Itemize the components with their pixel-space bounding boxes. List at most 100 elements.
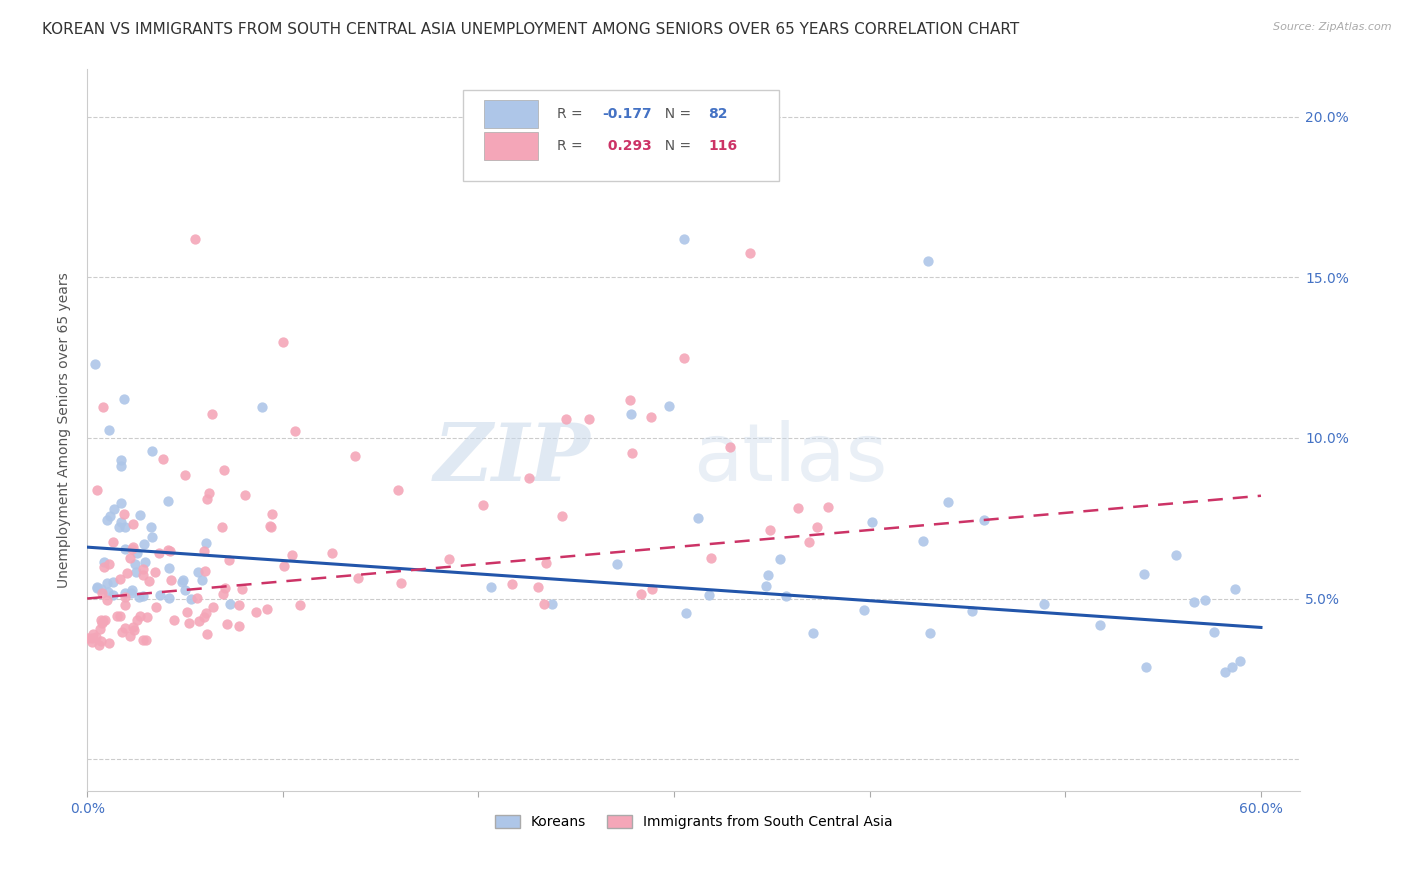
Point [218,553,240,567]
Point [195,492,218,507]
Point [228,598,250,612]
Point [738,245,761,260]
Text: N =: N = [657,139,696,153]
Point [718,440,741,454]
Point [152,452,174,467]
Point [641,582,664,597]
Point [132,567,155,582]
Point [125,565,148,579]
Point [184,232,207,246]
Point [245,605,267,619]
Point [120,585,142,599]
Point [551,508,574,523]
Text: R =: R = [557,139,586,153]
Point [114,621,136,635]
Point [578,412,600,426]
Text: 116: 116 [709,139,737,153]
Point [103,501,125,516]
Point [389,576,412,591]
Point [1133,567,1156,582]
Point [145,565,167,579]
Point [758,523,780,537]
Point [700,550,723,565]
Point [141,444,163,458]
Point [115,566,138,580]
Point [256,602,278,616]
Point [110,453,132,467]
Point [1090,618,1112,632]
Point [259,518,281,533]
Point [619,393,641,408]
Point [114,591,136,605]
Point [125,546,148,560]
Point [191,573,214,587]
Point [138,574,160,589]
FancyBboxPatch shape [484,132,538,160]
Point [621,446,644,460]
Point [112,507,135,521]
Point [93,559,115,574]
Point [787,501,810,516]
Point [136,610,159,624]
Point [174,467,197,482]
Point [186,591,208,605]
Point [688,511,710,525]
Point [658,399,681,413]
Point [86,580,108,594]
Point [284,424,307,438]
Point [281,549,304,563]
Legend: Koreans, Immigrants from South Central Asia: Koreans, Immigrants from South Central A… [489,809,898,835]
Point [97,557,120,571]
Point [110,515,132,529]
Point [135,633,157,648]
Point [107,520,129,534]
Point [672,232,695,246]
Point [77,631,100,645]
Point [188,614,211,628]
Text: R =: R = [557,107,586,121]
Point [262,507,284,521]
Point [128,609,150,624]
Point [101,588,124,602]
Point [101,535,124,549]
Point [91,400,114,414]
Text: Source: ZipAtlas.com: Source: ZipAtlas.com [1274,22,1392,32]
Point [797,535,820,549]
Point [250,400,273,414]
Point [1032,597,1054,611]
Point [98,423,121,437]
Point [110,609,132,624]
Point [917,254,939,268]
Point [132,589,155,603]
Point [86,582,108,596]
Point [132,561,155,575]
Text: KOREAN VS IMMIGRANTS FROM SOUTH CENTRAL ASIA UNEMPLOYMENT AMONG SENIORS OVER 65 : KOREAN VS IMMIGRANTS FROM SOUTH CENTRAL … [42,22,1019,37]
Point [96,513,118,527]
Point [128,508,150,522]
Point [148,546,170,560]
Point [98,508,121,523]
Point [159,543,181,558]
Point [271,334,294,349]
Point [122,624,145,638]
FancyBboxPatch shape [484,100,538,128]
Point [962,604,984,618]
Point [211,520,233,534]
Point [124,557,146,571]
Y-axis label: Unemployment Among Seniors over 65 years: Unemployment Among Seniors over 65 years [58,272,72,588]
Point [91,586,114,600]
Point [121,582,143,597]
Text: 82: 82 [709,107,728,121]
Point [163,614,186,628]
Point [98,636,121,650]
Point [321,546,343,560]
Point [170,574,193,589]
Point [288,598,311,612]
Text: 0.293: 0.293 [603,139,651,153]
Point [121,542,143,557]
Point [114,519,136,533]
Point [194,536,217,550]
Text: atlas: atlas [693,420,887,498]
Point [672,351,695,365]
Point [973,513,995,527]
